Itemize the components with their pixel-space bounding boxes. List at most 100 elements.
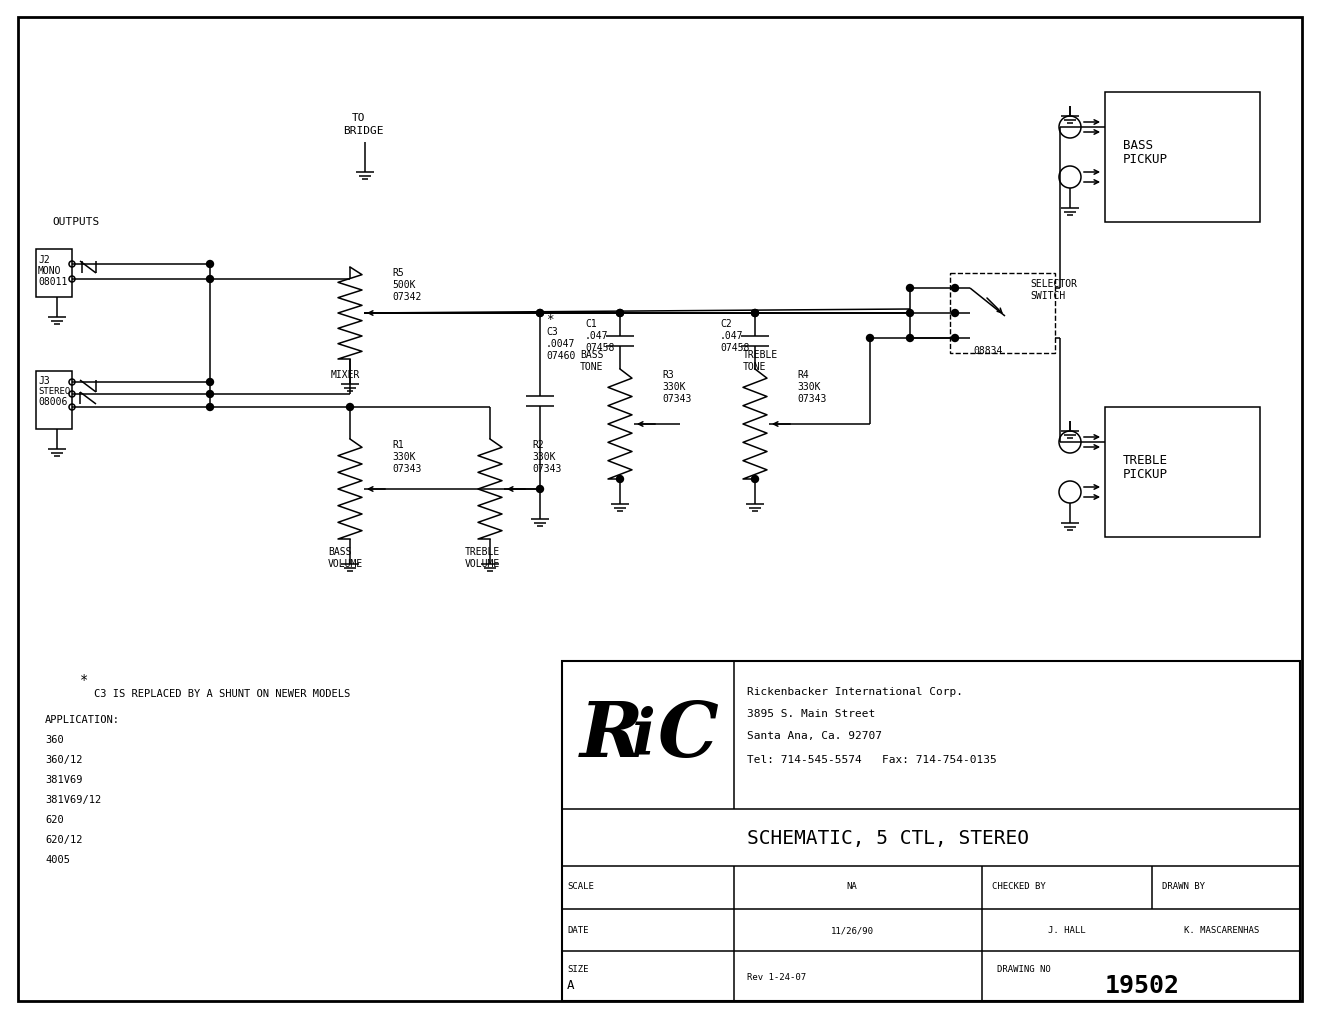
Text: STEREO: STEREO bbox=[38, 387, 70, 396]
Text: OUTPUTS: OUTPUTS bbox=[51, 217, 99, 227]
Circle shape bbox=[952, 310, 958, 317]
Text: CHECKED BY: CHECKED BY bbox=[993, 881, 1045, 891]
Text: DATE: DATE bbox=[568, 925, 589, 934]
Text: A: A bbox=[568, 978, 574, 991]
Circle shape bbox=[616, 310, 623, 317]
Text: K. MASCARENHAS: K. MASCARENHAS bbox=[1184, 925, 1259, 934]
Text: 620/12: 620/12 bbox=[45, 835, 82, 844]
Text: NA: NA bbox=[846, 881, 858, 891]
Circle shape bbox=[907, 285, 913, 292]
Text: 08011: 08011 bbox=[38, 277, 67, 286]
Text: 08006: 08006 bbox=[38, 396, 67, 407]
Text: R5: R5 bbox=[392, 268, 404, 278]
Text: 330K: 330K bbox=[663, 382, 685, 391]
Text: MIXER: MIXER bbox=[330, 370, 359, 380]
Text: SCALE: SCALE bbox=[568, 881, 594, 891]
Text: 330K: 330K bbox=[797, 382, 821, 391]
Text: BASS: BASS bbox=[327, 546, 351, 556]
Text: 3895 S. Main Street: 3895 S. Main Street bbox=[747, 708, 875, 718]
Bar bbox=[1105, 408, 1261, 537]
Text: TREBLE: TREBLE bbox=[1123, 453, 1168, 466]
Circle shape bbox=[206, 276, 214, 283]
Text: PICKUP: PICKUP bbox=[1123, 153, 1168, 165]
Bar bbox=[950, 274, 1055, 354]
Text: VOLUME: VOLUME bbox=[465, 558, 500, 569]
Text: APPLICATION:: APPLICATION: bbox=[45, 714, 120, 725]
Text: DRAWN BY: DRAWN BY bbox=[1162, 881, 1205, 891]
Bar bbox=[562, 661, 1300, 1001]
Text: 07343: 07343 bbox=[797, 393, 826, 404]
Text: TREBLE: TREBLE bbox=[465, 546, 500, 556]
Text: 07458: 07458 bbox=[719, 342, 750, 353]
Text: 4005: 4005 bbox=[45, 854, 70, 864]
Text: C3 IS REPLACED BY A SHUNT ON NEWER MODELS: C3 IS REPLACED BY A SHUNT ON NEWER MODEL… bbox=[94, 688, 350, 698]
Bar bbox=[1105, 93, 1261, 223]
Text: 07458: 07458 bbox=[585, 342, 614, 353]
Text: i: i bbox=[632, 704, 656, 766]
Text: C1: C1 bbox=[585, 319, 597, 329]
Circle shape bbox=[206, 391, 214, 398]
Circle shape bbox=[751, 476, 759, 483]
Text: 360: 360 bbox=[45, 735, 63, 744]
Text: *: * bbox=[81, 673, 88, 687]
Bar bbox=[36, 372, 73, 430]
Text: BASS: BASS bbox=[579, 350, 603, 360]
Text: R: R bbox=[579, 698, 644, 772]
Text: 08834: 08834 bbox=[973, 345, 1002, 356]
Text: SIZE: SIZE bbox=[568, 965, 589, 973]
Text: SWITCH: SWITCH bbox=[1030, 290, 1065, 301]
Text: MONO: MONO bbox=[38, 266, 62, 276]
Text: 07342: 07342 bbox=[392, 291, 421, 302]
Text: 07343: 07343 bbox=[663, 393, 692, 404]
Text: BASS: BASS bbox=[1123, 139, 1152, 152]
Text: Rev 1-24-07: Rev 1-24-07 bbox=[747, 972, 807, 981]
Text: R3: R3 bbox=[663, 370, 673, 380]
Text: J3: J3 bbox=[38, 376, 50, 385]
Circle shape bbox=[952, 285, 958, 292]
Text: VOLUME: VOLUME bbox=[327, 558, 363, 569]
Text: 330K: 330K bbox=[532, 451, 556, 462]
Circle shape bbox=[346, 405, 354, 411]
Text: TO: TO bbox=[352, 113, 366, 123]
Text: .0047: .0047 bbox=[546, 338, 576, 348]
Circle shape bbox=[206, 261, 214, 268]
Circle shape bbox=[616, 476, 623, 483]
Circle shape bbox=[536, 310, 544, 317]
Text: TONE: TONE bbox=[579, 362, 603, 372]
Text: SELECTOR: SELECTOR bbox=[1030, 279, 1077, 288]
Text: .047: .047 bbox=[585, 331, 609, 340]
Text: 381V69/12: 381V69/12 bbox=[45, 794, 102, 804]
Text: 19502: 19502 bbox=[1105, 973, 1180, 997]
Text: 381V69: 381V69 bbox=[45, 774, 82, 785]
Circle shape bbox=[952, 335, 958, 342]
Text: R4: R4 bbox=[797, 370, 809, 380]
Circle shape bbox=[536, 486, 544, 493]
Text: Rickenbacker International Corp.: Rickenbacker International Corp. bbox=[747, 687, 964, 696]
Text: TREBLE: TREBLE bbox=[743, 350, 779, 360]
Text: TONE: TONE bbox=[743, 362, 767, 372]
Text: 360/12: 360/12 bbox=[45, 754, 82, 764]
Text: 07343: 07343 bbox=[392, 464, 421, 474]
Bar bbox=[36, 250, 73, 298]
Text: C3: C3 bbox=[546, 327, 558, 336]
Text: C: C bbox=[657, 698, 718, 772]
Text: DRAWING NO: DRAWING NO bbox=[997, 965, 1051, 973]
Circle shape bbox=[536, 310, 544, 317]
Text: R2: R2 bbox=[532, 439, 544, 449]
Circle shape bbox=[751, 310, 759, 317]
Text: BRIDGE: BRIDGE bbox=[343, 126, 384, 136]
Text: 330K: 330K bbox=[392, 451, 416, 462]
Circle shape bbox=[866, 335, 874, 342]
Text: 07343: 07343 bbox=[532, 464, 561, 474]
Text: 620: 620 bbox=[45, 814, 63, 824]
Circle shape bbox=[206, 405, 214, 411]
Text: Santa Ana, Ca. 92707: Santa Ana, Ca. 92707 bbox=[747, 731, 882, 740]
Text: 500K: 500K bbox=[392, 280, 416, 289]
Circle shape bbox=[616, 310, 623, 317]
Circle shape bbox=[206, 379, 214, 386]
Circle shape bbox=[751, 310, 759, 317]
Text: PICKUP: PICKUP bbox=[1123, 467, 1168, 480]
Text: Tel: 714-545-5574   Fax: 714-754-0135: Tel: 714-545-5574 Fax: 714-754-0135 bbox=[747, 754, 997, 764]
Text: 11/26/90: 11/26/90 bbox=[830, 925, 874, 934]
Circle shape bbox=[907, 310, 913, 317]
